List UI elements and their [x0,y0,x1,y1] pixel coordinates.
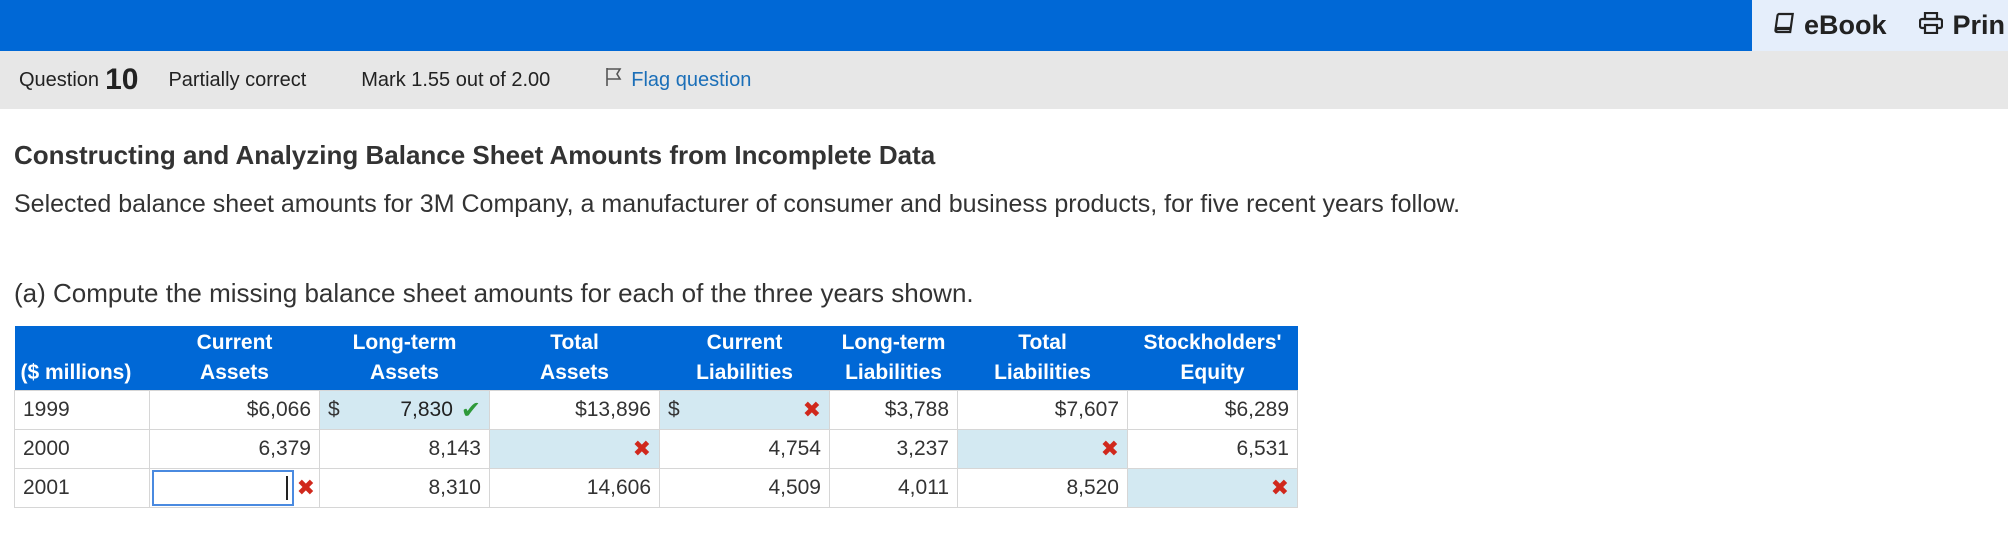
table-row: 1999 $6,066 $ 7,830 ✔ $13,896 $ ✖ [14,390,1298,430]
header-label: Assets [370,361,439,384]
header-label: Liabilities [994,361,1091,384]
header-stockholders-equity: Stockholders' Equity [1127,326,1298,391]
header-label: Liabilities [845,361,942,384]
header-label: Current [196,331,273,354]
header-longterm-liabilities: Long-term Liabilities [829,326,958,391]
total-liabilities-cell: 8,520 [957,468,1128,508]
incorrect-icon: ✖ [296,475,315,500]
header-label: Current [706,331,783,354]
ebook-label: eBook [1804,10,1887,40]
header-label: Assets [200,361,269,384]
table-row: 2000 6,379 8,143 ✖ 4,754 3,237 ✖ 6,531 [14,429,1298,469]
top-bar [0,0,2008,51]
header-label: Long-term [841,331,946,354]
current-liabilities-input-cell[interactable]: $ ✖ [659,390,830,430]
equity-input-cell[interactable]: ✖ [1127,468,1298,508]
print-label: Prin [1952,10,2006,40]
header-label: Long-term [352,331,457,354]
question-number: 10 [105,63,139,96]
current-assets-input[interactable] [152,470,294,506]
question-info-bar: Question 10 Partially correct Mark 1.55 … [0,51,2008,109]
question-mark: Mark 1.55 out of 2.00 [361,68,551,91]
question-intro: Selected balance sheet amounts for 3M Co… [14,190,1461,218]
total-assets-cell: $13,896 [489,390,660,430]
table-header-row: ($ millions) Current Assets Long-term Asse… [14,326,1298,391]
header-millions-label: ($ millions) [20,361,132,384]
year-cell: 2000 [14,429,150,469]
current-liabilities-cell: 4,754 [659,429,830,469]
dollar-sign: $ [328,398,340,421]
header-label: Equity [1180,361,1245,384]
question-label: Question [19,68,100,91]
header-current-assets: Current Assets [149,326,320,391]
table-row: 2001 ✖ 8,310 14,606 4,509 4,011 8,520 ✖ [14,468,1298,508]
flag-icon [605,67,631,93]
flag-question-label: Flag question [631,68,752,91]
longterm-liabilities-cell: 3,237 [829,429,958,469]
current-liabilities-cell: 4,509 [659,468,830,508]
incorrect-icon: ✖ [1100,436,1119,461]
top-actions: eBook Prin [1752,0,2008,51]
longterm-liabilities-cell: 4,011 [829,468,958,508]
incorrect-icon: ✖ [802,397,821,422]
text-caret [286,476,288,500]
equity-cell: $6,289 [1127,390,1298,430]
current-assets-cell: $6,066 [149,390,320,430]
longterm-assets-value: 7,830 [400,398,453,421]
total-assets-cell: 14,606 [489,468,660,508]
incorrect-icon: ✖ [632,436,651,461]
current-assets-cell: 6,379 [149,429,320,469]
printer-icon [1918,10,1953,41]
header-millions: ($ millions) [14,326,150,391]
total-assets-input-cell[interactable]: ✖ [489,429,660,469]
header-label: Assets [540,361,609,384]
question-title: Constructing and Analyzing Balance Sheet… [14,140,936,170]
header-label: Stockholders' [1143,331,1282,354]
year-cell: 1999 [14,390,150,430]
header-longterm-assets: Long-term Assets [319,326,490,391]
header-label: Liabilities [696,361,793,384]
longterm-assets-input-cell[interactable]: $ 7,830 ✔ [319,390,490,430]
header-total-assets: Total Assets [489,326,660,391]
book-icon [1772,10,1804,41]
question-prompt: (a) Compute the missing balance sheet am… [14,278,974,308]
longterm-assets-cell: 8,143 [319,429,490,469]
header-total-liabilities: Total Liabilities [957,326,1128,391]
equity-cell: 6,531 [1127,429,1298,469]
flag-question-link[interactable]: Flag question [605,67,751,93]
longterm-liabilities-cell: $3,788 [829,390,958,430]
total-liabilities-input-cell[interactable]: ✖ [957,429,1128,469]
print-button[interactable]: Prin [1918,10,2006,41]
total-liabilities-cell: $7,607 [957,390,1128,430]
ebook-button[interactable]: eBook [1772,10,1887,41]
incorrect-icon: ✖ [1270,475,1289,500]
year-cell: 2001 [14,468,150,508]
balance-sheet-table: ($ millions) Current Assets Long-term Asse… [14,326,1298,508]
question-status: Partially correct [168,68,307,91]
header-current-liabilities: Current Liabilities [659,326,830,391]
longterm-assets-cell: 8,310 [319,468,490,508]
header-label: Total [550,331,599,354]
check-icon: ✔ [460,396,481,424]
current-assets-input-cell: ✖ [149,468,320,508]
dollar-sign: $ [668,398,680,421]
header-label: Total [1018,331,1067,354]
